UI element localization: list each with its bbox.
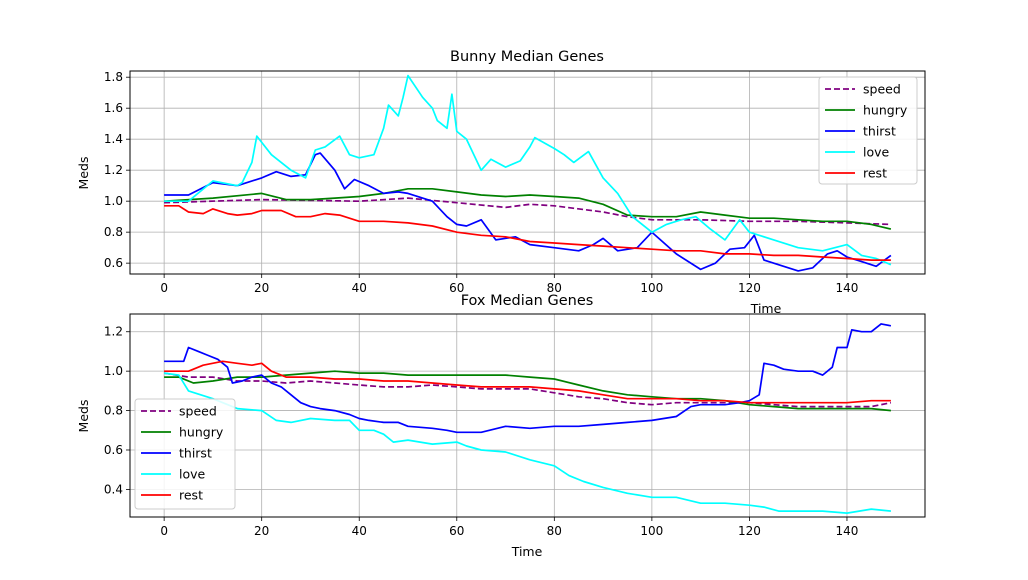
bunny-x-tick-label: 0 [160,281,168,295]
fox-x-tick-label: 120 [738,524,761,538]
bunny-legend-label-hungry: hungry [863,103,908,118]
bunny-y-tick-label: 1.2 [104,163,123,177]
bunny-series-love [164,74,892,266]
fox-series-thirst [164,323,892,434]
bunny-series-rest [164,204,891,261]
bunny-chart-title: Bunny Median Genes [450,49,604,65]
fox-y-ticks: 0.4 0.6 0.8 1.0 1.2 [104,325,130,496]
fox-legend-label-thirst: thirst [179,446,212,461]
bunny-series-speed [164,197,891,226]
fox-legend-box [134,398,236,510]
bunny-legend-box [818,76,918,185]
fox-y-axis-label: Meds [76,400,91,433]
fox-x-tick-label: 40 [352,524,367,538]
bunny-x-tick-label: 20 [254,281,269,295]
bunny-legend: speed hungry thirst love rest [818,76,918,185]
bunny-x-ticks: 0 20 40 60 80 100 120 140 [160,274,858,295]
bunny-x-tick-label: 80 [547,281,562,295]
fox-x-ticks: 0 20 40 60 80 100 120 140 [160,517,858,538]
bunny-x-axis-label: Time [750,301,782,316]
bunny-y-tick-label: 1.0 [104,194,123,208]
fox-x-tick-label: 80 [547,524,562,538]
fox-y-tick-label: 0.8 [104,404,123,418]
fox-y-tick-label: 1.2 [104,325,123,339]
fox-series-hungry [164,370,891,412]
fox-y-tick-label: 1.0 [104,364,123,378]
bunny-y-tick-label: 1.4 [104,132,123,146]
fox-x-tick-label: 100 [640,524,663,538]
bunny-legend-label-rest: rest [863,166,887,181]
bunny-chart: Bunny Median Genes 0 20 40 60 80 100 120 140 0.… [76,49,926,316]
fox-x-tick-label: 20 [254,524,269,538]
bunny-x-tick-label: 120 [738,281,761,295]
fox-legend-label-rest: rest [179,488,203,503]
fox-x-tick-label: 0 [160,524,168,538]
fox-chart-title: Fox Median Genes [461,293,594,309]
bunny-x-tick-label: 100 [640,281,663,295]
fox-series-rest [164,360,891,404]
fox-series-love [163,372,891,514]
fox-chart: Fox Median Genes 0 20 40 60 80 100 120 140 0.40… [76,293,926,559]
fox-legend: speed hungry thirst love rest [134,398,236,510]
bunny-y-axis-label: Meds [76,157,91,190]
fox-x-tick-label: 140 [836,524,859,538]
bunny-series-hungry [164,187,892,230]
fox-y-tick-label: 0.4 [104,482,123,496]
bunny-y-tick-label: 1.6 [104,101,123,115]
bunny-legend-label-speed: speed [863,82,901,97]
fox-y-tick-label: 0.6 [104,443,123,457]
fox-x-tick-label: 60 [449,524,464,538]
bunny-y-tick-label: 0.8 [104,225,123,239]
fox-plot-frame [129,313,926,518]
bunny-x-tick-label: 40 [352,281,367,295]
bunny-plot-frame [129,70,926,275]
bunny-grid [130,71,925,274]
fox-legend-label-speed: speed [179,404,217,419]
bunny-x-tick-label: 60 [449,281,464,295]
bunny-legend-label-thirst: thirst [863,124,896,139]
bunny-y-ticks: 0.6 0.8 1.0 1.2 1.4 1.6 1.8 [104,70,130,270]
bunny-y-tick-label: 0.6 [104,256,123,270]
fox-x-axis-label: Time [511,544,543,559]
bunny-y-tick-label: 1.8 [104,70,123,84]
bunny-legend-label-love: love [863,145,890,160]
fox-series-lines [163,323,892,514]
bunny-series-lines [164,74,892,272]
bunny-x-tick-label: 140 [836,281,859,295]
fox-legend-label-love: love [179,467,206,482]
fox-series-speed [163,372,892,408]
fox-legend-label-hungry: hungry [179,425,224,440]
